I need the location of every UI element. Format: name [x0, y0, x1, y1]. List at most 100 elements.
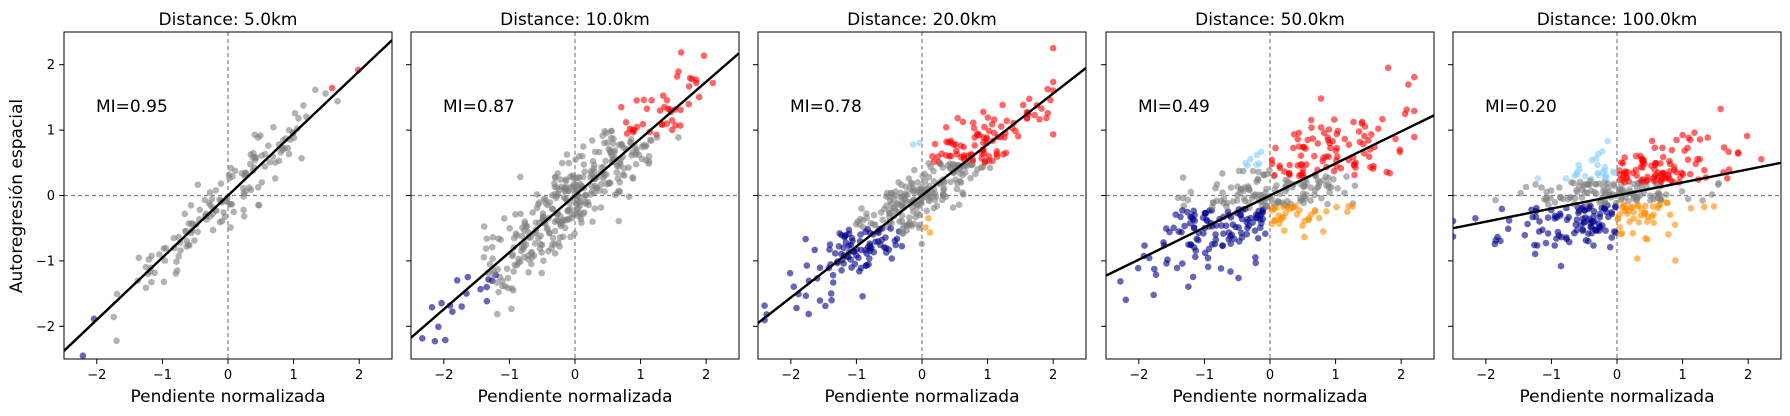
scatter-point-not-significant [955, 201, 963, 208]
scatter-point-not-significant [917, 199, 925, 206]
scatter-point-low-low [793, 304, 800, 312]
scatter-point-low-low [1580, 219, 1588, 226]
scatter-point-low-low [1122, 296, 1130, 304]
scatter-point-not-significant [212, 187, 220, 194]
scatter-point-not-significant [1574, 188, 1581, 196]
scatter-point-not-significant [581, 193, 588, 200]
scatter-point-not-significant [270, 123, 277, 131]
scatter-point-not-significant [291, 109, 299, 117]
scatter-point-high-high [1272, 144, 1279, 152]
scatter-point-low-low [1453, 233, 1457, 240]
scatter-point-not-significant [911, 166, 918, 174]
scatter-point-high-high [1411, 73, 1418, 81]
scatter-point-high-high [1043, 114, 1050, 122]
scatter-point-high-high [1696, 156, 1704, 163]
scatter-point-high-low [1301, 233, 1308, 241]
scatter-point-low-low [827, 290, 835, 297]
scatter-point-not-significant [585, 201, 592, 209]
y-tick-label: −1 [36, 254, 55, 269]
x-tick-label: 1 [289, 368, 297, 383]
scatter-point-low-low [1188, 213, 1195, 221]
scatter-point-not-significant [285, 150, 293, 158]
scatter-point-low-low [1557, 262, 1565, 270]
scatter-point-low-low [802, 292, 810, 300]
scatter-point-not-significant [1245, 184, 1252, 192]
scatter-point-not-significant [963, 163, 970, 170]
scatter-point-low-low [1177, 213, 1184, 221]
scatter-point-not-significant [240, 213, 248, 220]
scatter-point-not-significant [494, 266, 502, 273]
scatter-point-low-low [1195, 236, 1202, 244]
scatter-point-not-significant [557, 222, 565, 230]
x-tick-label: −1 [847, 368, 866, 383]
x-axis-label: Pendiente normalizada [825, 387, 1020, 407]
scatter-point-low-low [1544, 230, 1552, 237]
scatter-point-low-low [1199, 214, 1207, 221]
scatter-point-low-low [1497, 237, 1504, 245]
scatter-point-high-low [1672, 257, 1679, 264]
scatter-point-high-high [1743, 132, 1751, 140]
scatter-point-high-high [686, 74, 694, 82]
scatter-point-high-high [640, 96, 648, 104]
scatter-point-low-low [1558, 233, 1565, 241]
scatter-point-not-significant [579, 173, 587, 181]
scatter-point-not-significant [520, 245, 527, 253]
scatter-point-high-high [1734, 150, 1742, 157]
scatter-point-not-significant [160, 278, 168, 286]
scatter-point-not-significant [653, 134, 661, 141]
scatter-point-not-significant [1593, 190, 1600, 198]
moran-index-annotation: MI=0.87 [443, 97, 515, 117]
scatter-point-not-significant [936, 160, 944, 167]
scatter-point-high-high [1639, 158, 1646, 166]
scatter-point-high-high [1049, 44, 1057, 52]
scatter-point-low-low [1589, 218, 1597, 225]
scatter-point-high-high [668, 126, 676, 134]
scatter-point-low-low [803, 262, 811, 269]
scatter-point-low-low [1531, 241, 1538, 249]
scatter-point-not-significant [508, 305, 515, 313]
scatter-point-low-low [829, 279, 837, 286]
scatter-point-high-high [663, 97, 671, 104]
scatter-point-not-significant [1219, 170, 1226, 177]
scatter-point-not-significant [883, 202, 890, 209]
scatter-point-high-high [1618, 159, 1625, 166]
scatter-point-high-high [668, 117, 676, 124]
scatter-point-not-significant [516, 173, 524, 181]
x-tick-label: 2 [355, 368, 363, 383]
scatter-point-high-high [993, 148, 1001, 155]
scatter-point-low-low [79, 352, 87, 359]
scatter-point-low-low [826, 246, 833, 253]
scatter-point-high-low [1628, 203, 1636, 211]
scatter-point-not-significant [113, 337, 120, 345]
scatter-point-not-significant [1351, 182, 1359, 189]
scatter-point-low-low [1238, 234, 1246, 241]
scatter-point-not-significant [967, 174, 974, 182]
scatter-point-not-significant [156, 251, 163, 258]
scatter-point-not-significant [206, 189, 214, 196]
scatter-point-not-significant [480, 223, 488, 230]
scatter-point-not-significant [858, 205, 865, 212]
scatter-point-not-significant [986, 164, 994, 172]
scatter-point-not-significant [914, 210, 921, 217]
scatter-point-high-high [1673, 136, 1680, 144]
scatter-point-low-low [1610, 228, 1618, 235]
scatter-point-low-low [1181, 222, 1188, 230]
scatter-point-not-significant [580, 143, 587, 150]
scatter-point-not-significant [910, 220, 918, 228]
scatter-point-not-significant [183, 237, 190, 245]
scatter-point-low-low [1590, 212, 1597, 220]
scatter-point-not-significant [209, 226, 217, 234]
scatter-point-low-low [1587, 203, 1594, 210]
scatter-point-low-low [1230, 235, 1238, 243]
scatter-point-high-high [1295, 143, 1303, 150]
scatter-point-low-low [761, 302, 768, 310]
scatter-point-high-high [1396, 146, 1404, 153]
scatter-point-low-high [1253, 151, 1261, 159]
scatter-point-high-high [1758, 155, 1765, 163]
scatter-point-high-high [959, 118, 967, 126]
scatter-point-low-high [1571, 172, 1578, 179]
scatter-point-high-high [999, 101, 1006, 109]
scatter-point-high-high [1681, 147, 1688, 154]
scatter-point-not-significant [227, 224, 234, 231]
scatter-point-not-significant [255, 202, 263, 209]
